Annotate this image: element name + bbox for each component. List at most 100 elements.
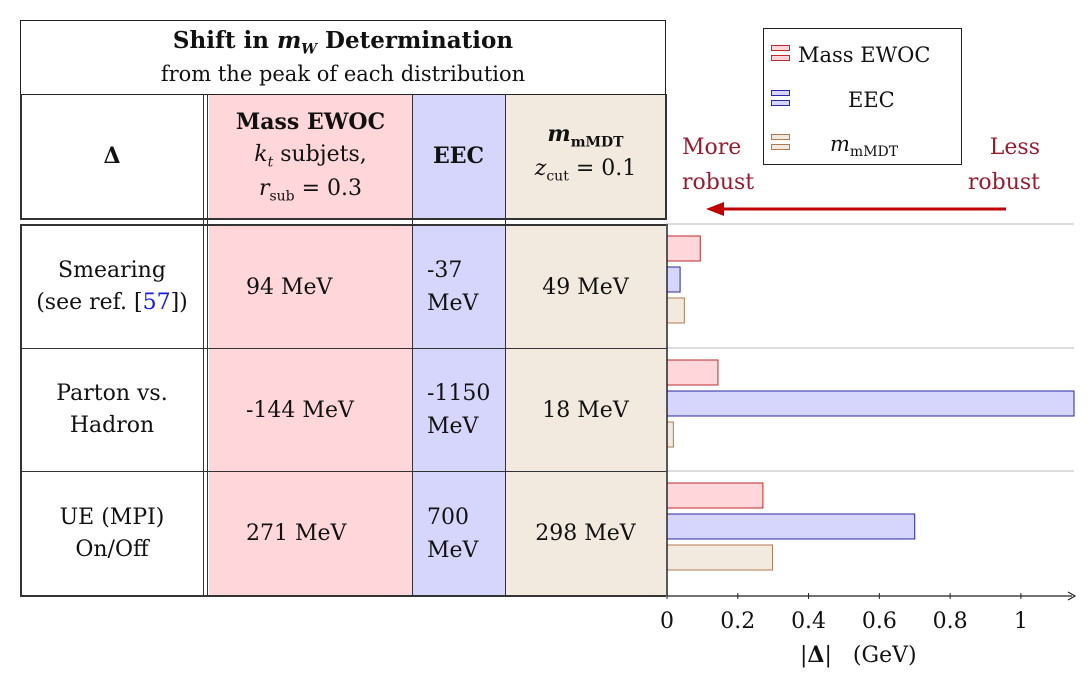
less-robust-line2: robust — [967, 170, 1040, 196]
kt-sub: t — [267, 154, 274, 171]
row-label-parton-hadron: Parton vs. Hadron — [20, 349, 204, 471]
table-border — [20, 224, 666, 226]
legend-mmdt-var: m — [830, 132, 850, 156]
header-mass-ewoc: Mass EWOC kt subjets, rsub = 0.3 — [209, 95, 412, 219]
legend-swatch — [771, 134, 790, 140]
more-robust-line1: More — [682, 135, 742, 160]
row-label-prefix: (see ref. [ — [36, 290, 143, 315]
header-delta: Δ — [20, 95, 204, 219]
cell-value: 298 MeV — [535, 521, 636, 546]
cell-value-line2: MeV — [427, 291, 479, 316]
row-label-line2: (see ref. [57]) — [36, 287, 188, 319]
cell-mass-ewoc-ue-mpi: 271 MeV — [209, 472, 412, 595]
cell-value: 94 MeV — [246, 274, 333, 300]
header-mmdt-line2: zcut = 0.1 — [535, 153, 637, 187]
header-delta-text: Δ — [103, 143, 121, 170]
ref-link[interactable]: 57 — [142, 290, 171, 315]
x-axis-var: Δ — [807, 642, 825, 668]
cell-value: 271 MeV — [246, 521, 347, 546]
cell-mmdt-ue-mpi: 298 MeV — [505, 472, 666, 595]
rsub-rest: = 0.3 — [294, 175, 363, 201]
legend-swatch — [771, 100, 790, 106]
cell-mmdt-smearing: 49 MeV — [505, 226, 666, 348]
cell-value-line2: MeV — [427, 537, 479, 563]
x-axis-arrowhead — [1067, 591, 1077, 601]
legend-label: mmMDT — [830, 132, 898, 160]
cell-value-line1: -37 — [427, 258, 463, 283]
arrow-head — [706, 202, 724, 216]
cell-value: 18 MeV — [542, 397, 629, 423]
title-var: m — [276, 27, 302, 54]
table-border — [20, 94, 22, 220]
zcut-sub: cut — [546, 168, 569, 185]
x-axis-label: |Δ| (GeV) — [800, 642, 917, 668]
table-border — [20, 595, 666, 597]
bar-mmdt-1 — [666, 421, 674, 448]
kt-var: k — [254, 142, 268, 168]
table-border — [20, 218, 666, 220]
less-robust-line1: Less — [989, 135, 1040, 160]
cell-value-line1: -1150 — [427, 381, 491, 406]
x-tick-label: 0.4 — [791, 609, 826, 634]
table-border — [20, 471, 666, 472]
header-mass-ewoc-line3: rsub = 0.3 — [236, 173, 385, 207]
zcut-var: z — [534, 156, 547, 181]
table-border — [20, 224, 22, 596]
row-label-smearing: Smearing (see ref. [57]) — [20, 226, 204, 348]
cell-value: 49 MeV — [542, 274, 629, 300]
table-border — [412, 94, 413, 596]
legend-item-eec: EEC — [764, 86, 961, 116]
bar-mmdt-0 — [666, 297, 685, 324]
legend-swatch — [771, 90, 790, 96]
bar-eec-1 — [666, 390, 1075, 417]
header-mass-ewoc-title: Mass EWOC — [235, 109, 386, 136]
legend-swatch — [771, 144, 790, 150]
more-robust-label: More robust — [682, 130, 754, 200]
header-mmdt: mmMDT zcut = 0.1 — [505, 95, 666, 219]
legend-mmdt-sub: mMDT — [849, 144, 899, 161]
legend: Mass EWOC EEC mmMDT — [763, 28, 962, 165]
legend-label: EEC — [848, 88, 895, 112]
header-mmdt-title: mmMDT — [535, 119, 637, 153]
mmdt-sub: mMDT — [570, 134, 624, 151]
header-mass-ewoc-line2: kt subjets, — [236, 139, 385, 173]
x-axis-unit: (GeV) — [852, 643, 917, 668]
kt-rest: subjets, — [273, 142, 367, 168]
chart-bars — [666, 235, 1075, 571]
cell-value-line1: 700 — [427, 504, 469, 530]
bar-eec-0 — [666, 266, 681, 293]
bar-mass-ewoc-1 — [666, 359, 719, 386]
row-label-line1: Smearing — [58, 258, 166, 284]
legend-item-mass-ewoc: Mass EWOC — [764, 41, 961, 71]
row-label-line1: Parton vs. — [56, 381, 168, 407]
chart-axis: 0 0.2 0.4 0.6 0.8 1 — [660, 224, 1077, 634]
row-label-ue-mpi: UE (MPI) On/Off — [20, 472, 204, 595]
row-label-suffix: ]) — [170, 290, 188, 315]
table-border — [203, 94, 205, 596]
legend-item-mmdt: mmMDT — [764, 130, 961, 160]
zcut-rest: = 0.1 — [568, 156, 637, 181]
cell-value-line2: MeV — [427, 414, 479, 439]
chart-grid — [666, 223, 1074, 472]
cell-value: -144 MeV — [246, 397, 354, 423]
row-label-line2: On/Off — [75, 536, 149, 562]
x-tick-label: 0.6 — [862, 609, 897, 634]
bar-mmdt-2 — [666, 544, 773, 571]
x-tick-label: 1 — [1014, 609, 1028, 634]
header-eec-text: EEC — [432, 143, 485, 170]
more-robust-line2: robust — [682, 170, 755, 196]
cell-mmdt-parton-hadron: 18 MeV — [505, 349, 666, 471]
x-tick-label: 0.2 — [720, 609, 755, 634]
title-prefix: Shift in — [172, 27, 277, 54]
less-robust-label: Less robust — [966, 130, 1040, 200]
x-tick-label: 0.8 — [933, 609, 968, 634]
legend-swatch — [771, 45, 790, 51]
legend-swatch — [771, 55, 790, 61]
table-border — [505, 94, 506, 596]
cell-mass-ewoc-parton-hadron: -144 MeV — [209, 349, 412, 471]
x-tick-label: 0 — [660, 609, 674, 634]
title-subtitle: from the peak of each distribution — [160, 61, 526, 86]
rsub-sub: sub — [269, 188, 295, 205]
row-label-line2: Hadron — [69, 413, 155, 438]
row-label-line1: UE (MPI) — [59, 504, 165, 530]
